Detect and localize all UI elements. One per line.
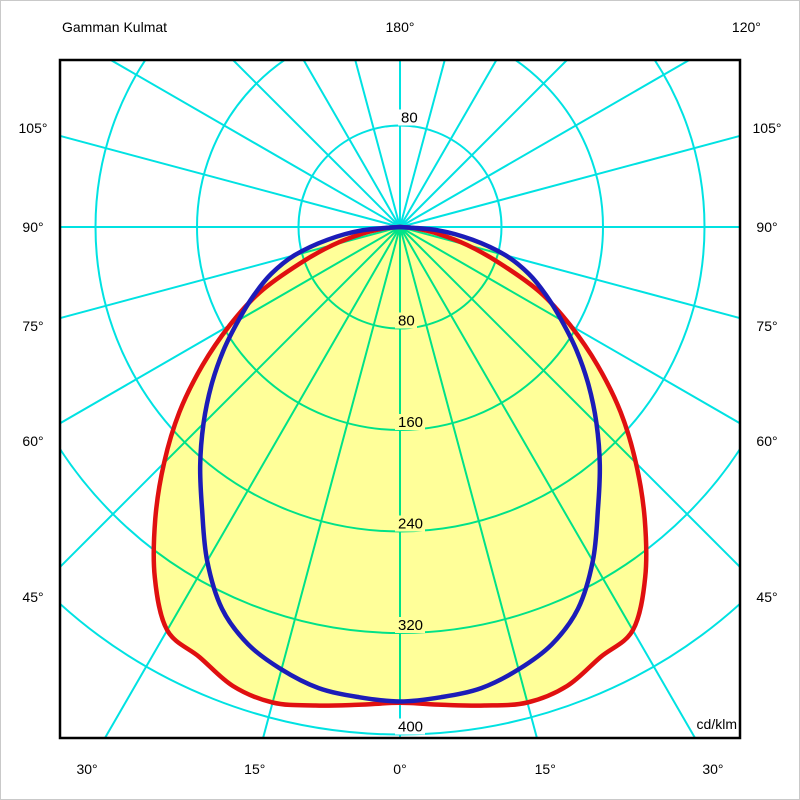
angle-label-left-75: 75° xyxy=(22,318,44,335)
tick-halo xyxy=(398,109,420,126)
ring-tick-label: 160 xyxy=(398,414,423,431)
grid-ray xyxy=(60,134,401,228)
tick-halo xyxy=(395,312,417,329)
grid-ray xyxy=(108,60,401,228)
ring-tick-label: 80 xyxy=(401,110,418,127)
grid-ray xyxy=(103,226,401,738)
ring-tick-labels: 80 80 160 240 320 400 xyxy=(395,109,425,736)
grid-ray xyxy=(399,226,740,425)
grid-ray xyxy=(231,60,401,228)
ring-tick-label: 400 xyxy=(398,719,423,736)
ring-tick-label: 240 xyxy=(398,516,423,533)
tick-halo xyxy=(395,414,425,430)
blue-curve xyxy=(197,224,603,704)
tick-halo xyxy=(395,617,425,633)
grid-ray xyxy=(399,226,740,569)
grid-ray xyxy=(399,226,697,738)
angle-label-top-120: 120° xyxy=(731,19,761,35)
grid-ray xyxy=(262,226,401,738)
grid-ray xyxy=(399,60,569,228)
angle-label-left-60: 60° xyxy=(22,432,44,449)
tick-halo xyxy=(395,718,425,735)
angle-label-left-105: 105° xyxy=(18,119,48,136)
chart-title: Gamman Kulmat xyxy=(62,19,168,35)
ring-tick-label: 80 xyxy=(398,313,415,330)
angle-label-left-45: 45° xyxy=(22,589,44,605)
angle-label-bottom-30: 30° xyxy=(76,761,98,777)
grid-ray xyxy=(399,134,740,228)
angle-label-bottom-0: 0° xyxy=(393,761,407,777)
angle-label-right-60: 60° xyxy=(756,432,778,449)
curves xyxy=(151,224,649,708)
angle-label-right-105: 105° xyxy=(752,119,782,136)
grid-ray xyxy=(399,60,692,228)
angle-label-right-45: 45° xyxy=(756,589,778,605)
chart-border xyxy=(58,58,742,740)
grid-ray xyxy=(60,226,401,425)
angle-label-left-90: 90° xyxy=(22,219,44,235)
unit-label: cd/klm xyxy=(696,716,737,732)
grid-ray xyxy=(60,226,401,569)
tick-halo xyxy=(395,515,425,532)
grid-ray xyxy=(60,226,401,320)
angle-label-bottom-15: 15° xyxy=(244,761,266,777)
angle-label-right-90: 90° xyxy=(756,219,778,235)
angle-label-bottom-15: 15° xyxy=(534,761,556,777)
angle-label-right-75: 75° xyxy=(756,318,778,335)
ring-tick-label: 320 xyxy=(398,617,423,634)
grid-ray xyxy=(399,226,740,320)
grid-ray xyxy=(399,226,538,738)
angle-label-bottom-30: 30° xyxy=(702,761,724,777)
angle-label-top-180: 180° xyxy=(385,19,415,35)
